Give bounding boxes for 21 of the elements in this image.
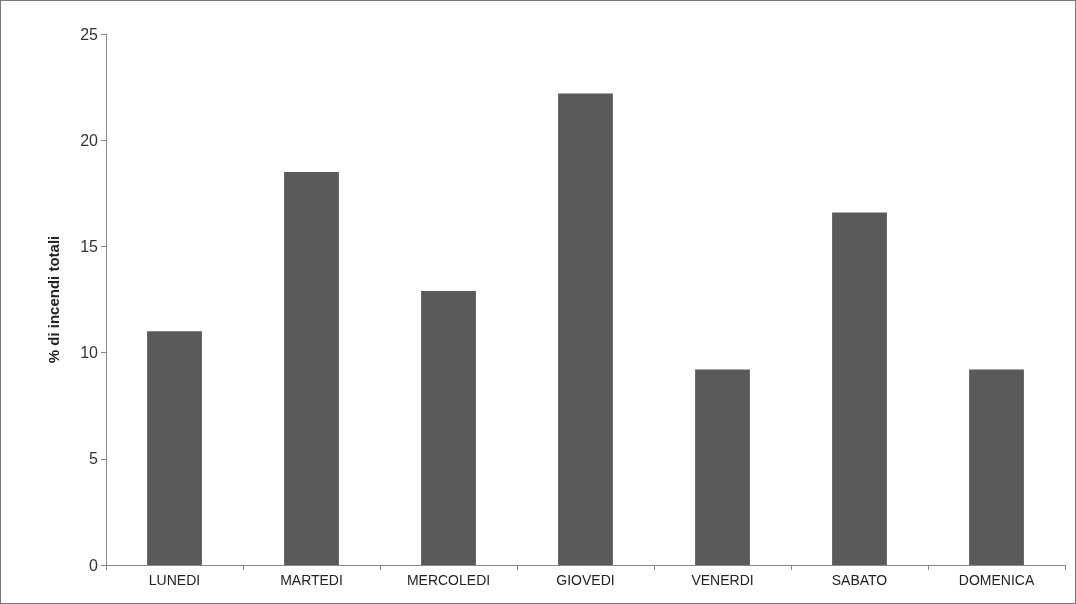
- y-tick-label: 25: [80, 25, 99, 43]
- bar: [421, 291, 476, 565]
- bar: [695, 369, 750, 565]
- x-tick-label: SABATO: [831, 572, 888, 588]
- y-tick-label: 0: [89, 556, 99, 574]
- y-axis-title: % di incendi totali: [45, 235, 62, 364]
- x-tick-label: LUNEDI: [148, 572, 201, 588]
- x-tick-label: GIOVEDI: [556, 572, 615, 588]
- y-tick-label: 15: [80, 237, 99, 255]
- y-tick-label: 5: [89, 450, 99, 468]
- x-tick-label: DOMENICA: [958, 572, 1035, 588]
- x-tick-label: MERCOLEDI: [406, 572, 491, 588]
- y-tick-label: 20: [80, 131, 99, 149]
- bar: [832, 212, 887, 565]
- bar: [147, 331, 202, 565]
- x-tick-label: MARTEDI: [280, 572, 343, 588]
- y-tick-label: 10: [80, 344, 99, 362]
- bar: [558, 93, 613, 565]
- bar: [969, 369, 1024, 565]
- bar: [284, 172, 339, 565]
- x-tick-label: VENERDI: [691, 572, 754, 588]
